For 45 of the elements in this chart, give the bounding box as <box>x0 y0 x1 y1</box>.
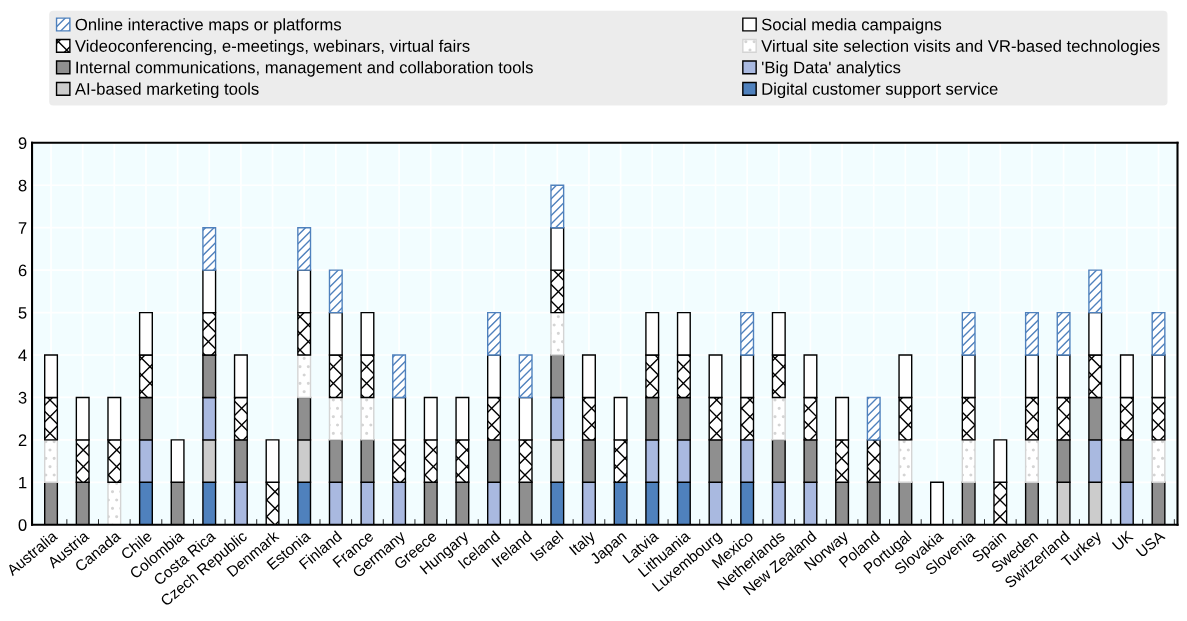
legend-label: Digital customer support service <box>762 82 998 99</box>
legend-label: Online interactive maps or platforms <box>75 18 342 34</box>
x-tick-label: USA <box>1135 529 1166 558</box>
bar <box>1056 311 1071 356</box>
legend-label: Social media campaigns <box>761 18 942 34</box>
bar <box>107 481 122 525</box>
bar <box>961 439 976 484</box>
bar <box>1024 311 1039 356</box>
bar <box>1024 439 1039 484</box>
legend-label: Internal communications, management and collaboration tools <box>76 61 533 77</box>
y-tick-label: 5 <box>18 307 27 319</box>
bar <box>297 354 312 399</box>
bar <box>550 184 565 229</box>
y-tick-label: 7 <box>18 222 27 234</box>
y-tick-label: 9 <box>18 137 27 150</box>
y-tick-label: 1 <box>19 476 27 489</box>
legend-label: AI-based marketing tools <box>74 82 259 99</box>
y-tick-label: 4 <box>18 349 27 362</box>
legend-label: 'Big Data' analytics <box>762 61 901 77</box>
bar <box>898 439 913 484</box>
legend-label: Videoconferencing, e-meetings, webinars, virtual fairs <box>74 39 470 56</box>
x-tick-label: UK <box>1111 530 1134 552</box>
bar <box>771 396 786 441</box>
bar <box>202 227 217 271</box>
y-tick-label: 3 <box>18 391 27 404</box>
bar <box>44 439 59 484</box>
bar <box>550 311 565 356</box>
bar <box>360 396 375 441</box>
bar <box>392 354 407 399</box>
bar <box>487 311 502 356</box>
bar <box>518 354 533 399</box>
y-tick-label: 0 <box>18 519 27 531</box>
y-tick-label: 2 <box>18 434 27 446</box>
bar <box>866 396 881 441</box>
y-tick-label: 6 <box>18 264 27 277</box>
bar <box>740 311 755 356</box>
bar <box>1151 439 1166 484</box>
bar <box>1088 269 1103 314</box>
bar <box>961 311 976 356</box>
bar <box>297 227 312 271</box>
bar <box>328 269 343 314</box>
legend-label: Virtual site selection visits and VR-based technologies <box>761 39 1160 56</box>
bar <box>1151 311 1166 356</box>
y-tick-label: 8 <box>18 179 27 192</box>
bar <box>328 396 343 441</box>
